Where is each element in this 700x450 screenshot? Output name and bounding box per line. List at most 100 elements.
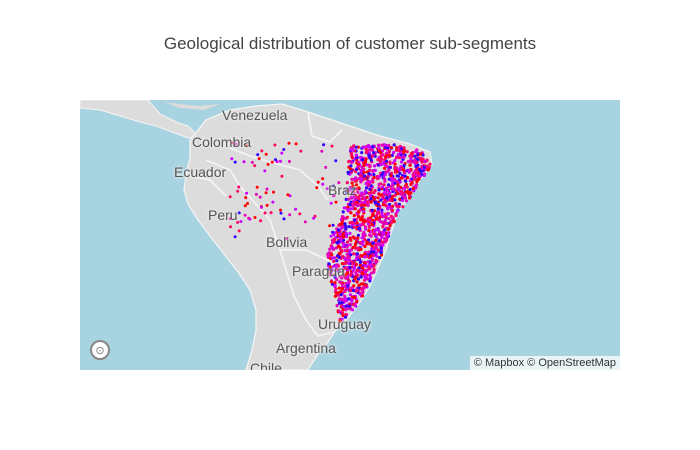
customer-point — [329, 280, 333, 284]
customer-point — [324, 165, 328, 169]
map-attribution[interactable]: © Mapbox © OpenStreetMap — [469, 356, 620, 370]
customer-point — [282, 148, 286, 151]
customer-point — [377, 192, 381, 196]
customer-point — [350, 295, 354, 299]
customer-point — [361, 294, 365, 298]
customer-point — [368, 267, 372, 271]
customer-point — [367, 153, 371, 157]
customer-point — [349, 148, 353, 152]
customer-point — [340, 222, 344, 226]
customer-point — [348, 203, 352, 207]
customer-point — [355, 200, 359, 204]
customer-point — [358, 155, 362, 159]
customer-point — [337, 297, 341, 301]
customer-point — [392, 143, 396, 147]
customer-point — [363, 252, 367, 256]
customer-point — [341, 210, 345, 214]
customer-point — [344, 315, 348, 319]
customer-point — [392, 178, 396, 182]
customer-point — [230, 157, 234, 161]
customer-point — [350, 299, 354, 303]
customer-point — [333, 269, 338, 273]
customer-point — [371, 253, 376, 257]
customer-point — [349, 151, 353, 156]
customer-point — [369, 158, 373, 162]
customer-point — [357, 226, 361, 231]
customer-point — [409, 191, 413, 195]
customer-point — [383, 200, 387, 205]
customer-point — [390, 184, 394, 188]
customer-point — [370, 259, 374, 263]
customer-point — [386, 227, 390, 231]
customer-point — [368, 273, 372, 277]
customer-point — [349, 273, 353, 277]
customer-point — [387, 153, 391, 157]
customer-point — [395, 209, 400, 213]
customer-point — [376, 196, 380, 200]
customer-point — [358, 173, 362, 177]
customer-point — [349, 211, 353, 215]
chart-title: Geological distribution of customer sub-… — [163, 34, 537, 53]
customer-point — [386, 212, 390, 216]
customer-point — [332, 259, 336, 263]
customer-point — [389, 198, 393, 202]
customer-point — [327, 267, 331, 271]
customer-point — [375, 242, 379, 246]
customer-point — [340, 297, 344, 301]
customer-point — [334, 287, 338, 291]
customer-point — [368, 279, 372, 283]
map-container[interactable]: Venezuela Colombia Ecuador Peru Bolivia … — [80, 100, 620, 370]
customer-point — [353, 221, 357, 225]
customer-point — [272, 190, 275, 194]
customer-point — [387, 143, 391, 148]
customer-point — [383, 166, 387, 170]
customer-point — [363, 192, 367, 196]
customer-point — [383, 240, 387, 244]
customer-point — [342, 235, 346, 239]
customer-point — [345, 181, 349, 185]
customer-point — [355, 252, 359, 256]
customer-point — [344, 273, 348, 277]
customer-point — [341, 218, 345, 222]
customer-point — [333, 281, 337, 285]
customer-point — [340, 262, 345, 266]
customer-point — [287, 160, 291, 163]
customer-point — [355, 167, 359, 171]
customer-point — [253, 216, 257, 219]
customer-point — [338, 245, 342, 249]
customer-point — [371, 241, 375, 245]
customer-point — [353, 157, 357, 161]
customer-point — [264, 152, 268, 156]
customer-point — [274, 158, 277, 162]
customer-point — [359, 180, 363, 184]
customer-point — [330, 253, 334, 257]
customer-point — [354, 196, 358, 200]
customer-point — [361, 222, 365, 226]
customer-point — [405, 185, 409, 189]
customer-point — [321, 182, 325, 186]
customer-point — [342, 206, 346, 210]
customer-point — [414, 183, 419, 187]
customer-point — [263, 169, 267, 173]
customer-point — [361, 271, 365, 276]
customer-point — [332, 194, 336, 197]
customer-point — [334, 200, 338, 204]
customer-point — [357, 197, 361, 201]
customer-point — [338, 319, 342, 323]
customer-point — [348, 243, 352, 247]
customer-point — [388, 191, 392, 196]
customer-point — [367, 229, 371, 233]
customer-point — [393, 170, 397, 174]
customer-point — [366, 219, 370, 223]
customer-point — [410, 180, 414, 184]
customer-point — [374, 214, 379, 218]
customer-point — [380, 211, 384, 215]
customer-point — [360, 236, 364, 240]
mapbox-logo-icon[interactable]: ⊙ — [90, 340, 110, 360]
customer-point — [348, 266, 352, 270]
customer-point — [368, 262, 372, 267]
label-venezuela: Venezuela — [222, 107, 288, 123]
customer-point — [325, 187, 329, 191]
customer-point — [361, 266, 365, 270]
customer-point — [398, 197, 402, 201]
